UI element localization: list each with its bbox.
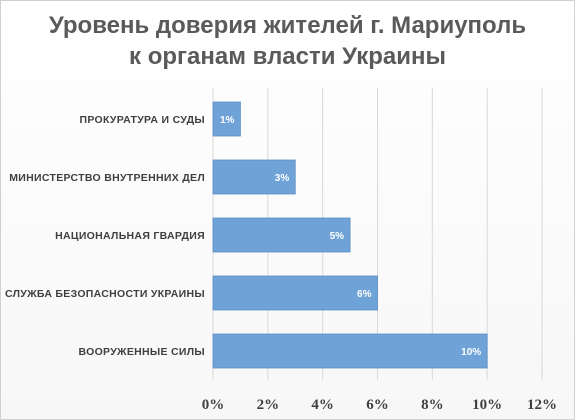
x-tick-label: 6% (366, 397, 389, 413)
chart-title-line-1: Уровень доверия жителей г. Мариуполь (48, 12, 527, 39)
x-tick-label: 0% (202, 397, 225, 413)
bar (212, 333, 488, 369)
x-tick-label: 2% (257, 397, 280, 413)
bar (212, 217, 351, 253)
data-label: 1% (220, 115, 235, 126)
x-tick-label: 8% (421, 397, 444, 413)
bar (212, 101, 241, 137)
data-label: 10% (461, 347, 481, 358)
data-label: 3% (275, 173, 290, 184)
bar (212, 159, 296, 195)
category-label: НАЦИОНАЛЬНАЯ ГВАРДИЯ (55, 230, 205, 242)
x-tick-label: 4% (311, 397, 334, 413)
x-tick-label: 10% (472, 397, 502, 413)
data-label: 5% (330, 231, 345, 242)
chart-title-line-2: к органам власти Украины (129, 43, 446, 70)
data-label: 6% (357, 289, 372, 300)
bar (212, 275, 378, 311)
category-label: СЛУЖБА БЕЗОПАСНОСТИ УКРАИНЫ (5, 288, 205, 300)
category-label: ВООРУЖЕННЫЕ СИЛЫ (79, 346, 206, 358)
chart-title: Уровень доверия жителей г. Мариуполь к о… (0, 10, 575, 72)
category-label: ПРОКУРАТУРА И СУДЫ (79, 114, 205, 126)
category-label: МИНИСТЕРСТВО ВНУТРЕННИХ ДЕЛ (9, 172, 205, 184)
x-tick-label: 12% (527, 397, 557, 413)
